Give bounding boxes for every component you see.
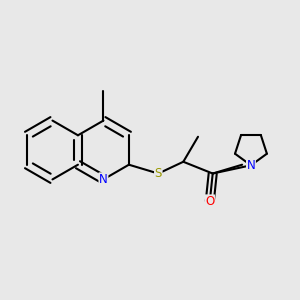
- Text: O: O: [205, 195, 214, 208]
- Text: N: N: [99, 173, 108, 186]
- Text: N: N: [247, 159, 255, 172]
- Text: S: S: [154, 167, 162, 180]
